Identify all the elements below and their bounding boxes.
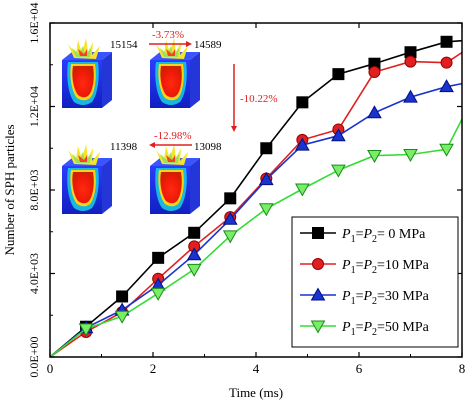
data-point-s3-p6 [258,203,274,217]
data-point-s3-p4 [186,263,202,277]
legend-label-part: P [362,289,372,304]
legend-label-part: = 0 MPa [377,227,426,242]
data-point-s1-p9 [368,66,381,79]
legend-label-part: P [341,258,351,273]
legend-label-part: 1 [351,234,356,245]
legend-label-part: 1 [351,265,356,276]
legend-label-1: P1=P2=10 MPa [341,258,430,276]
y-tick-label-2: 8.0E+03 [27,169,41,210]
data-point-s0-p4 [188,226,201,239]
legend-entry-2: P1=P2=30 MPa [300,287,430,307]
legend-label-part: P [362,258,372,273]
data-point-s3-p10 [403,149,418,163]
annotation-change-2: -10.22% [240,93,278,105]
data-point-s0-p2 [116,290,129,303]
data-point-s2-p4 [186,247,202,261]
data-point-s3-p11 [439,143,454,157]
data-point-s2-p11 [439,79,454,93]
legend-marker-0 [312,227,324,239]
data-point-s2-p9 [367,105,382,119]
legend-marker-3 [310,320,326,334]
data-point-s3-p8 [331,164,346,178]
legend-marker-1 [312,258,324,270]
legend-label-part: 1 [351,296,356,307]
data-point-s1-p10 [404,55,417,68]
legend-label-part: 2 [372,296,377,307]
legend-label-3: P1=P2=50 MPa [341,320,430,338]
legend-label-2: P1=P2=30 MPa [341,289,430,307]
legend-label-part: 1 [351,327,356,338]
legend-label-part: =30 MPa [377,289,430,304]
x-axis-label: Time (ms) [229,385,283,400]
legend-label-part: = [356,320,364,335]
data-point-s1-p11 [440,56,453,69]
series-3 [49,118,463,358]
data-point-s0-p5 [224,192,237,205]
annotation-arrows [149,41,237,148]
x-tick-label-1: 2 [150,361,157,376]
annotation-value-30mpa: 13098 [194,141,222,153]
legend-label-part: 2 [372,265,377,276]
data-point-s0-p3 [152,251,165,264]
legend-entry-3: P1=P2=50 MPa [300,320,430,338]
legend-label-part: P [341,289,351,304]
y-tick-label-1: 4.0E+03 [27,253,41,294]
legend-label-part: =50 MPa [377,320,430,335]
annotation-value-0mpa: 15154 [110,39,138,51]
data-point-s2-p6 [258,172,274,186]
x-tick-label-4: 8 [459,361,466,376]
data-point-s3-p2 [114,310,130,324]
y-tick-label-4: 1.6E+04 [27,2,41,43]
y-tick-label-3: 1.2E+04 [27,86,41,127]
data-point-s0-p8 [332,68,345,81]
annotation-change-3: -12.98% [154,130,192,142]
x-tick-label-3: 6 [356,361,363,376]
data-point-s3-p5 [222,230,238,244]
data-point-s0-p6 [260,142,273,155]
legend-label-part: 2 [372,234,377,245]
x-tick-label-0: 0 [47,361,54,376]
legend-entry-0: P1=P2= 0 MPa [300,227,426,245]
data-point-s2-p5 [222,211,238,225]
data-point-s3-p9 [367,150,382,164]
legend-label-part: = [356,289,364,304]
data-point-s0-p11 [440,35,453,48]
annotation-value-10mpa: 14589 [194,39,222,51]
data-point-s2-p7 [294,137,310,151]
legend-label-part: P [362,320,372,335]
legend-label-part: 2 [372,327,377,338]
y-tick-label-0: 0.0E+00 [27,336,41,377]
legend-label-0: P1=P2= 0 MPa [341,227,426,245]
legend-marker-2 [310,287,326,301]
legend-label-part: = [356,227,364,242]
data-point-s0-p7 [296,96,309,109]
data-point-s3-p3 [150,287,166,301]
data-point-s3-p7 [294,183,310,197]
legend-entry-1: P1=P2=10 MPa [300,258,430,276]
data-point-s2-p8 [331,128,346,142]
legend-label-part: P [362,227,372,242]
annotation-change-1: -3.73% [152,29,184,41]
data-point-s3-p1 [78,323,94,337]
legend-label-part: = [356,258,364,273]
annotation-value-50mpa: 11398 [110,141,138,153]
x-tick-label-2: 4 [253,361,260,376]
y-axis-label: Number of SPH particles [2,124,17,255]
legend-label-part: P [341,320,351,335]
legend-label-part: P [341,227,351,242]
legend-label-part: =10 MPa [377,258,430,273]
data-point-s2-p10 [403,89,418,103]
